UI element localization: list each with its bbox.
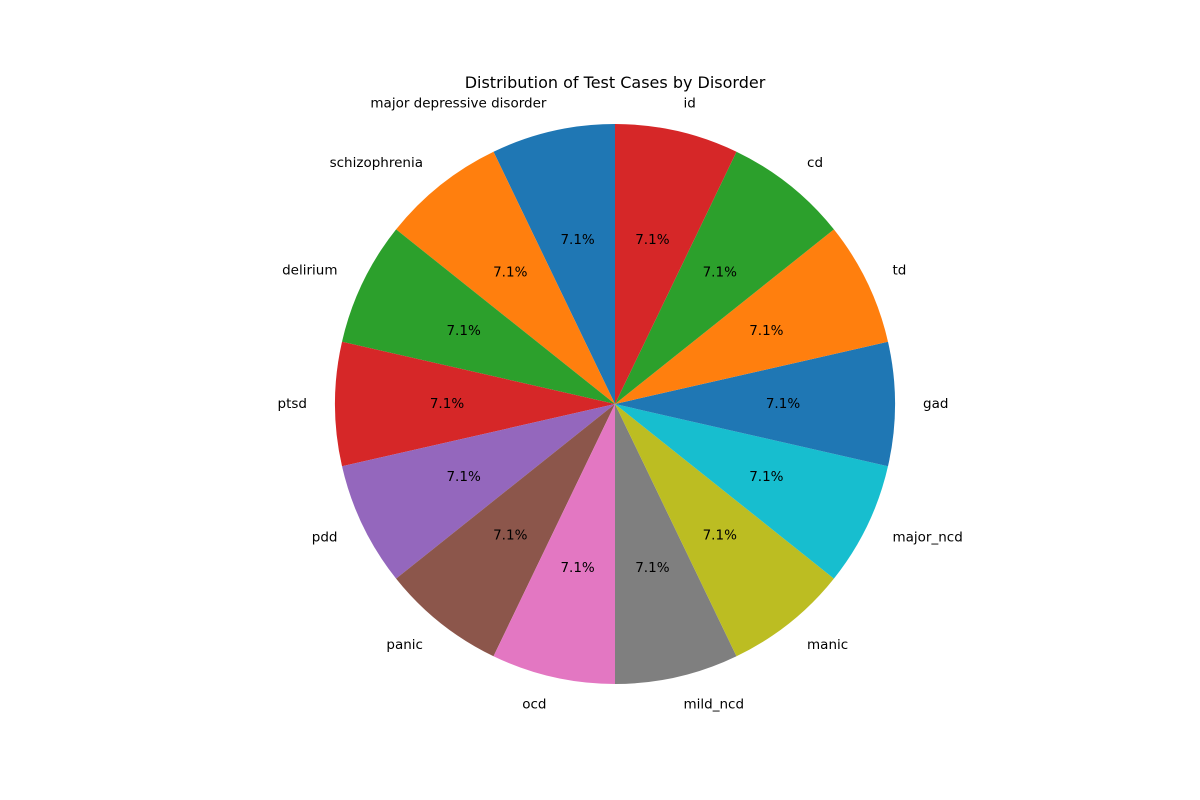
slice-percent-label: 7.1% xyxy=(430,396,464,412)
pie-slice xyxy=(396,404,615,657)
slice-percent-label: 7.1% xyxy=(446,469,480,485)
slice-percent-label: 7.1% xyxy=(749,323,783,339)
slice-label: id xyxy=(684,96,696,112)
slice-percent-label: 7.1% xyxy=(493,265,527,281)
slice-percent-label: 7.1% xyxy=(446,323,480,339)
slice-label: pdd xyxy=(312,530,338,546)
pie-slice xyxy=(342,404,615,579)
slice-label: panic xyxy=(386,637,423,653)
pie-slice xyxy=(615,404,888,579)
slice-label: schizophrenia xyxy=(330,155,423,171)
slice-percent-label: 7.1% xyxy=(703,265,737,281)
pie-slices xyxy=(334,124,896,684)
slice-label: ocd xyxy=(522,696,546,712)
pie-slice xyxy=(342,229,615,404)
chart-title: Distribution of Test Cases by Disorder xyxy=(465,73,766,92)
pie-slice xyxy=(615,229,888,404)
slice-percent-label: 7.1% xyxy=(493,527,527,543)
pie-labels: major depressive disorder 7.1% schizophren… xyxy=(278,96,963,713)
pie-slice xyxy=(334,341,615,467)
slice-label: mild_ncd xyxy=(684,696,745,712)
slice-label: major_ncd xyxy=(893,530,963,546)
slice-percent-label: 7.1% xyxy=(560,560,594,576)
pie-slice xyxy=(615,151,834,404)
slice-label: ptsd xyxy=(278,396,307,412)
pie-slice xyxy=(615,404,834,657)
slice-label: td xyxy=(893,262,907,278)
pie-slice xyxy=(493,404,615,684)
slice-label: manic xyxy=(807,637,848,653)
pie-slice xyxy=(615,124,737,404)
slice-percent-label: 7.1% xyxy=(560,232,594,248)
slice-percent-label: 7.1% xyxy=(635,232,669,248)
slice-percent-label: 7.1% xyxy=(749,469,783,485)
pie-slice xyxy=(615,341,896,467)
pie-slice xyxy=(615,404,737,684)
slice-percent-label: 7.1% xyxy=(635,560,669,576)
slice-label: major depressive disorder xyxy=(370,96,546,112)
slice-label: delirium xyxy=(282,262,337,278)
slice-label: gad xyxy=(923,396,948,412)
slice-label: cd xyxy=(807,155,823,171)
pie-slice xyxy=(493,124,615,404)
slice-percent-label: 7.1% xyxy=(703,527,737,543)
pie-slice xyxy=(396,151,615,404)
slice-percent-label: 7.1% xyxy=(766,396,800,412)
